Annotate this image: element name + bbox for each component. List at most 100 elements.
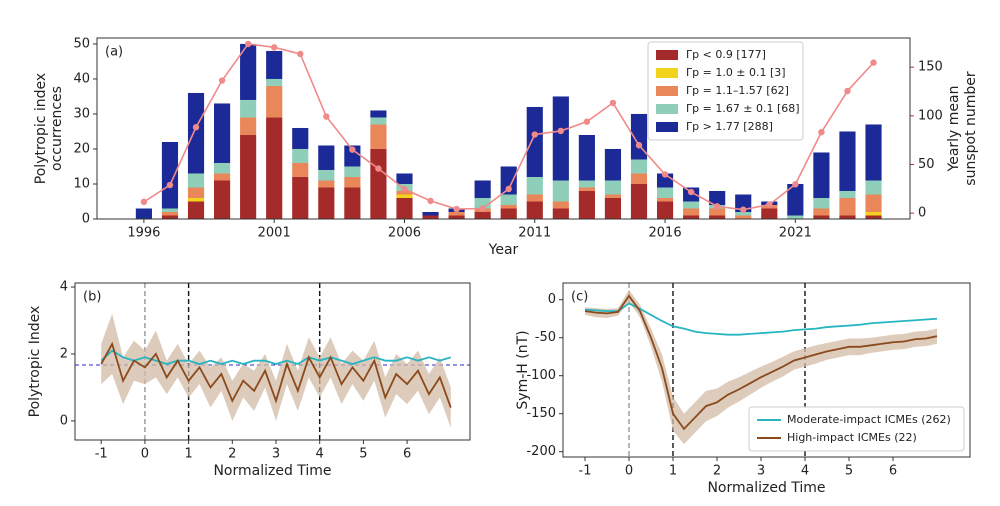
- sunspot-point: [479, 205, 486, 212]
- bar-segment: [552, 96, 569, 181]
- panel: -1 0 1 2 3 4 5 6 -200 -150 -100 -50 0 (c) Normalized T…: [515, 282, 971, 496]
- bar-segment: [630, 173, 648, 184]
- bar-segment: [396, 173, 413, 184]
- x-tick-label: 3: [757, 464, 765, 479]
- x-tick-label: 6: [403, 447, 411, 462]
- bar-segment: [865, 215, 882, 219]
- bar-segment: [344, 145, 361, 167]
- bar-segment: [344, 187, 361, 219]
- x-tick-label: 2021: [779, 226, 812, 241]
- bar-segment: [604, 194, 622, 198]
- y-tick-label: -200: [526, 444, 556, 459]
- sunspot-point: [635, 142, 643, 149]
- y-tick-label: 10: [73, 176, 90, 191]
- bar-segment: [604, 180, 622, 195]
- bar-segment: [709, 190, 726, 205]
- x-tick-label: 4: [801, 464, 809, 479]
- y2-tick-label: 50: [918, 157, 935, 172]
- bar-segment: [474, 180, 491, 198]
- series-line: [584, 294, 938, 431]
- bar-segment: [761, 208, 778, 219]
- bar-segment: [526, 106, 543, 177]
- x-tick-label: 5: [359, 447, 367, 462]
- bar-segment: [370, 117, 387, 125]
- bar-segment: [865, 124, 882, 181]
- bar-segment: [813, 208, 830, 216]
- bar-segment: [240, 99, 257, 118]
- sunspot-point: [792, 181, 799, 188]
- bar-segment: [187, 201, 205, 219]
- bar-segment: [578, 190, 595, 219]
- sunspot-point: [766, 201, 773, 208]
- x-tick-label: -1: [95, 447, 108, 462]
- bar-segment: [813, 197, 830, 209]
- legend-label: Γp > 1.77 [288]: [686, 120, 773, 133]
- bar-segment: [161, 211, 179, 216]
- bar-segment: [318, 169, 335, 181]
- sunspot-point: [844, 87, 851, 95]
- bar-segment: [213, 180, 231, 219]
- bar-segment: [604, 197, 622, 219]
- bar-segment: [500, 204, 517, 209]
- x-tick-label: 6: [889, 464, 897, 479]
- x-tick-label: 1: [669, 464, 677, 479]
- bar-segment: [839, 190, 856, 198]
- y2-tick-label: 150: [918, 60, 943, 75]
- x-tick-label: 2001: [258, 226, 291, 241]
- bar-segment: [474, 211, 491, 219]
- x-tick-label: 3: [272, 447, 280, 462]
- legend-box: [647, 41, 804, 141]
- bar-segment: [500, 194, 517, 205]
- x-tick-label: -1: [579, 464, 592, 479]
- bar-segment: [187, 197, 205, 202]
- panel-label: (b): [83, 290, 101, 305]
- y-tick-label: 0: [82, 212, 90, 227]
- plot-frame: [74, 282, 471, 441]
- plot-frame: [562, 282, 971, 458]
- bar-segment: [526, 194, 543, 202]
- bar-segment: [787, 183, 804, 216]
- plot-frame: [96, 37, 911, 220]
- bar-segment: [266, 50, 283, 79]
- bar-segment: [422, 215, 439, 219]
- sunspot-point: [244, 40, 252, 48]
- legend-swatch: [656, 50, 678, 60]
- x-tick-label: 4: [316, 447, 324, 462]
- bar-segment: [656, 187, 674, 198]
- bar-segment: [240, 134, 257, 219]
- x-axis-label: Year: [488, 242, 519, 258]
- x-tick-label: 2: [713, 464, 721, 479]
- bar-segment: [135, 208, 152, 219]
- legend-label: Moderate-impact ICMEs (262): [787, 413, 951, 426]
- bar-segment: [735, 211, 752, 216]
- bar-segment: [735, 215, 752, 219]
- y-axis-label: Polytropic index: [33, 73, 49, 184]
- sunspot-point: [557, 127, 565, 135]
- legend-label: Γp = 1.1–1.57 [62]: [686, 84, 789, 97]
- bar-segment: [370, 124, 387, 149]
- bar-segment: [656, 197, 674, 202]
- legend-box: [748, 406, 965, 452]
- bar-segment: [839, 215, 856, 219]
- sunspot-point: [140, 198, 148, 206]
- y2-axis-label: sunspot number: [963, 71, 979, 186]
- legend-label: Γp < 0.9 [177]: [686, 48, 766, 61]
- bar-segment: [370, 110, 387, 118]
- y-tick-label: 20: [73, 141, 90, 156]
- sunspot-point: [687, 188, 695, 196]
- legend-swatch: [656, 104, 678, 114]
- x-tick-label: 0: [625, 464, 633, 479]
- sunspot-point: [218, 77, 226, 84]
- bar-segment: [240, 117, 257, 135]
- bar-segment: [161, 208, 179, 212]
- x-tick-label: 2016: [649, 226, 682, 241]
- y-axis-label: Polytropic Index: [27, 306, 43, 418]
- bar-segment: [396, 190, 413, 195]
- x-tick-label: 2: [228, 447, 236, 462]
- bar-segment: [344, 176, 361, 188]
- panel-label: (a): [105, 45, 123, 60]
- uncertainty-band: [585, 289, 937, 445]
- bar-segment: [474, 197, 491, 209]
- bar-segment: [448, 215, 465, 219]
- legend-label: Γp = 1.0 ± 0.1 [3]: [686, 66, 786, 79]
